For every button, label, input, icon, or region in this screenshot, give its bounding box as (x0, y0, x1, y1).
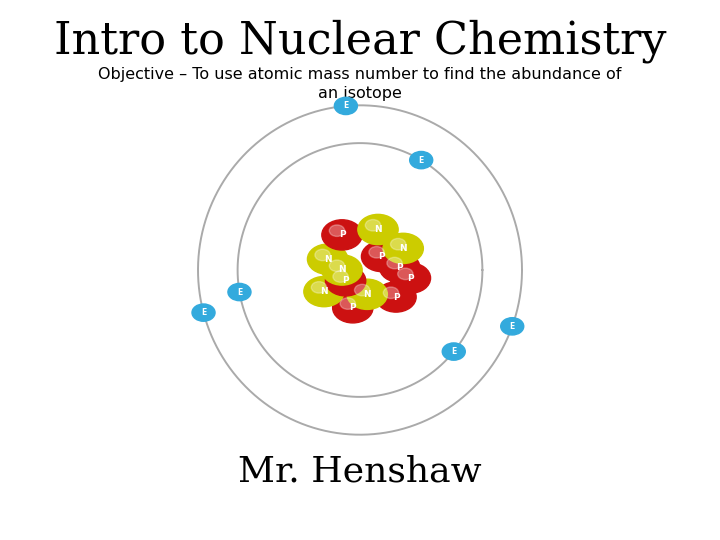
Circle shape (347, 279, 387, 309)
Circle shape (315, 249, 330, 261)
Circle shape (410, 151, 433, 168)
Circle shape (311, 282, 327, 293)
Text: P: P (349, 303, 356, 312)
Text: N: N (364, 290, 371, 299)
Circle shape (329, 225, 345, 237)
Text: P: P (338, 231, 346, 239)
Text: N: N (338, 266, 346, 274)
Circle shape (361, 241, 402, 272)
Circle shape (500, 318, 523, 335)
Circle shape (383, 233, 423, 264)
Circle shape (329, 260, 345, 272)
Text: E: E (237, 287, 242, 296)
Circle shape (390, 239, 406, 250)
Circle shape (322, 220, 362, 250)
Circle shape (379, 252, 420, 282)
Text: P: P (392, 293, 400, 301)
Text: E: E (510, 322, 515, 331)
Circle shape (383, 287, 399, 299)
Circle shape (390, 263, 431, 293)
Circle shape (228, 284, 251, 301)
Circle shape (365, 220, 381, 231)
Circle shape (358, 214, 398, 245)
Text: Mr. Henshaw: Mr. Henshaw (238, 455, 482, 489)
Circle shape (322, 255, 362, 285)
Circle shape (376, 282, 416, 312)
Text: E: E (451, 347, 456, 356)
Circle shape (333, 293, 373, 323)
Text: N: N (374, 225, 382, 234)
Circle shape (325, 266, 366, 296)
Text: P: P (396, 263, 403, 272)
Text: N: N (320, 287, 328, 296)
Text: N: N (324, 255, 331, 264)
Circle shape (369, 247, 384, 258)
Text: Objective – To use atomic mass number to find the abundance of: Objective – To use atomic mass number to… (99, 68, 621, 83)
Circle shape (307, 244, 348, 274)
Text: E: E (343, 102, 348, 110)
Circle shape (442, 343, 465, 360)
Text: P: P (407, 274, 414, 282)
Circle shape (333, 271, 348, 282)
Circle shape (192, 304, 215, 321)
Text: N: N (400, 244, 407, 253)
Circle shape (304, 276, 344, 307)
Text: P: P (342, 276, 349, 285)
Circle shape (387, 258, 402, 269)
Circle shape (354, 285, 370, 296)
Circle shape (397, 268, 413, 280)
Text: E: E (201, 308, 206, 317)
Text: E: E (418, 156, 424, 165)
Text: Intro to Nuclear Chemistry: Intro to Nuclear Chemistry (54, 19, 666, 63)
Circle shape (334, 97, 357, 114)
Text: an isotope: an isotope (318, 86, 402, 102)
Circle shape (340, 298, 356, 309)
Text: P: P (378, 252, 385, 261)
